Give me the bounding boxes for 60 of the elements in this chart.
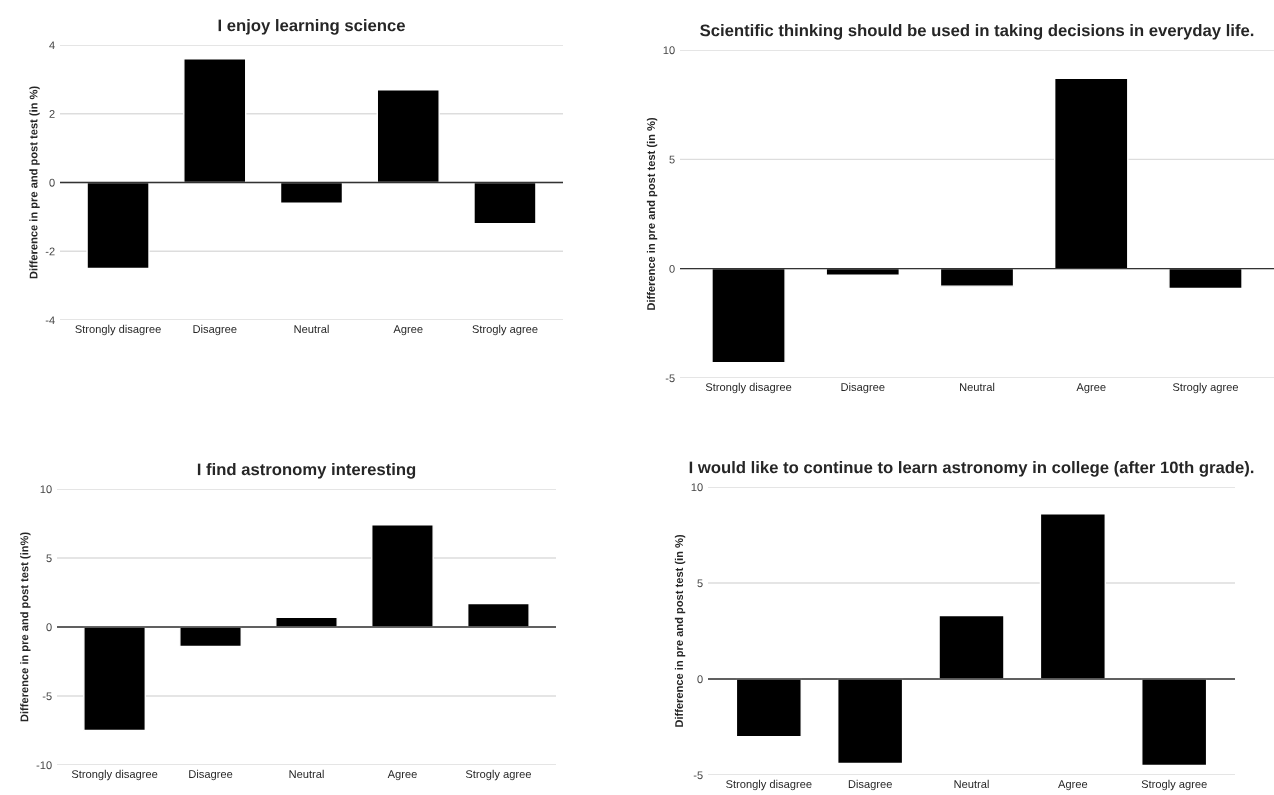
chart-title: I would like to continue to learn astronomy in college (after 10th grade). <box>689 461 1254 477</box>
y-tick-label: 2 <box>49 110 55 118</box>
y-tick-label: 0 <box>669 264 675 273</box>
bar <box>183 58 247 184</box>
y-tick-label: 10 <box>40 485 52 494</box>
x-tick-label: Disagree <box>189 769 233 781</box>
x-tick-label: Strogly agree <box>1172 382 1239 394</box>
x-tick-label: Agree <box>1058 780 1088 791</box>
x-tick-label: Strongly disagree <box>75 324 161 336</box>
bar <box>83 626 146 732</box>
y-axis-title: Difference in pre and post test (in %) <box>646 117 658 310</box>
bar <box>938 614 1005 680</box>
x-tick-label: Neutral <box>294 324 329 334</box>
bar <box>179 626 242 648</box>
bar <box>1141 678 1208 767</box>
bar <box>1039 513 1106 680</box>
x-tick-label: Disagree <box>841 382 885 394</box>
x-tick-label: Strogly agree <box>1141 779 1207 791</box>
y-tick-label: -5 <box>42 692 52 701</box>
x-tick-label: Agree <box>1076 383 1106 394</box>
x-tick-label: Strongly disagree <box>71 769 158 781</box>
y-tick-label: 4 <box>49 41 55 50</box>
y-tick-label: 5 <box>46 554 52 563</box>
y-tick-label: 10 <box>691 483 703 492</box>
y-tick-label: 5 <box>669 155 675 164</box>
bar <box>279 181 344 204</box>
y-tick-label: -10 <box>36 761 52 770</box>
x-tick-label: Disagree <box>193 324 237 336</box>
x-tick-label: Strogly agree <box>465 769 531 781</box>
x-tick-label: Neutral <box>289 769 324 779</box>
y-tick-label: -4 <box>45 316 55 325</box>
y-axis-title: Difference in pre and post test (in%) <box>20 532 31 722</box>
y-tick-label: 0 <box>697 675 703 684</box>
chart-title: I enjoy learning science <box>218 19 405 35</box>
bar <box>376 88 440 184</box>
y-tick-label: 10 <box>663 46 675 55</box>
bar <box>467 602 530 628</box>
bar <box>735 678 802 738</box>
y-tick-label: -2 <box>45 247 55 256</box>
y-axis-title: Difference in pre and post test (in %) <box>674 534 686 727</box>
x-tick-label: Strogly agree <box>472 324 538 336</box>
chart-title: I find astronomy interesting <box>197 463 416 479</box>
x-tick-label: Disagree <box>848 779 892 791</box>
x-tick-label: Strongly disagree <box>705 382 792 394</box>
x-tick-label: Agree <box>393 325 423 336</box>
y-axis-title: Difference in pre and post test (in %) <box>29 86 40 279</box>
y-tick-label: -5 <box>665 374 675 383</box>
bar <box>86 181 150 270</box>
x-tick-label: Neutral <box>960 382 995 392</box>
x-tick-label: Agree <box>387 770 417 781</box>
x-tick-label: Neutral <box>954 779 989 789</box>
chart-title: Scientific thinking should be used in taking decisions in everyday life. <box>700 24 1254 40</box>
bar <box>473 181 537 225</box>
y-tick-label: -5 <box>693 771 703 780</box>
y-tick-label: 0 <box>46 623 52 632</box>
bar <box>371 524 434 628</box>
x-tick-label: Strongly disagree <box>726 779 812 791</box>
y-tick-label: 0 <box>49 178 55 187</box>
bar <box>837 678 904 765</box>
y-tick-label: 5 <box>697 579 703 588</box>
